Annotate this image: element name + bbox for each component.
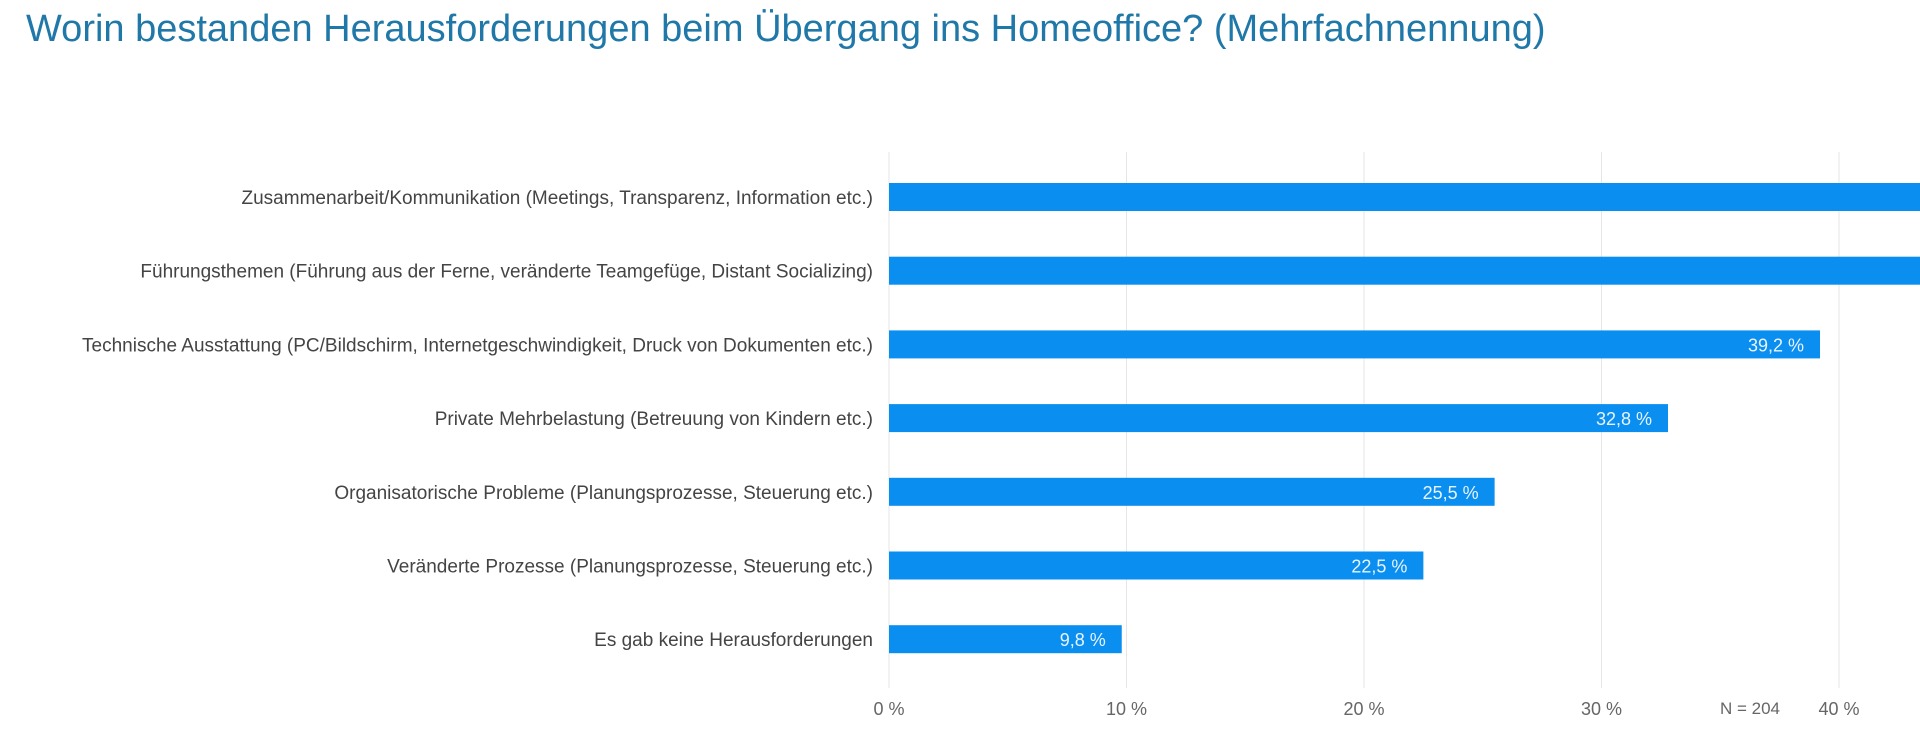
category-label: Zusammenarbeit/Kommunikation (Meetings, …: [242, 188, 874, 209]
category-label: Private Mehrbelastung (Betreuung von Kin…: [435, 409, 873, 430]
category-label: Organisatorische Probleme (Planungsproze…: [334, 483, 873, 504]
chart-title: Worin bestanden Herausforderungen beim Ü…: [26, 8, 1546, 50]
bar-layer: [889, 183, 1920, 654]
bar: [889, 330, 1820, 359]
category-label: Veränderte Prozesse (Planungsprozesse, S…: [387, 557, 873, 578]
x-tick-label: 20 %: [1343, 699, 1384, 719]
category-label: Technische Ausstattung (PC/Bildschirm, I…: [82, 335, 873, 356]
bar: [889, 183, 1920, 211]
category-label: Es gab keine Herausforderungen: [594, 630, 873, 651]
bar: [889, 477, 1495, 506]
value-label: 22,5 %: [1351, 557, 1407, 577]
x-tick-label: 30 %: [1581, 699, 1622, 719]
value-label: 32,8 %: [1596, 409, 1652, 429]
bar: [889, 404, 1668, 433]
sample-size-note: N = 204: [1720, 699, 1780, 718]
x-tick-label: 10 %: [1106, 699, 1147, 719]
value-label: 39,2 %: [1748, 335, 1804, 355]
bar: [889, 551, 1424, 580]
value-label: 9,8 %: [1060, 630, 1106, 650]
x-tick-label: 0 %: [873, 699, 904, 719]
bar: [889, 625, 1122, 654]
category-label: Führungsthemen (Führung aus der Ferne, v…: [140, 262, 873, 283]
x-tick-label: 40 %: [1818, 699, 1859, 719]
label-layer: 0 %10 %20 %30 %40 %50 %60 %Zusammenarbei…: [82, 188, 1860, 719]
value-label: 25,5 %: [1423, 483, 1479, 503]
bar: [889, 256, 1920, 285]
